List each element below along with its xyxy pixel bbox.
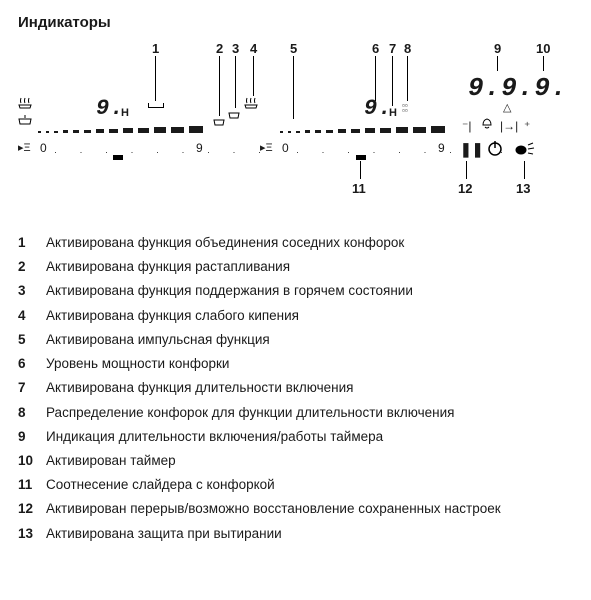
timer-step-icon: |→| (500, 119, 518, 133)
callout-4: 4 (250, 41, 257, 56)
legend-text: Активирован таймер (46, 452, 573, 470)
legend-num: 8 (18, 404, 46, 422)
legend-text: Распределение конфорок для функции длите… (46, 404, 573, 422)
callout-13: 13 (516, 181, 530, 196)
legend-text: Активирована импульсная функция (46, 331, 573, 349)
legend-num: 6 (18, 355, 46, 373)
legend-row: 9Индикация длительности включения/работы… (18, 428, 573, 446)
legend-row: 13Активирована защита при вытирании (18, 525, 573, 543)
callout-line (524, 161, 525, 179)
callout-3: 3 (232, 41, 239, 56)
legend-num: 12 (18, 500, 46, 518)
pause-icon: ❚❚ (460, 141, 483, 158)
legend-num: 7 (18, 379, 46, 397)
legend-row: 10Активирован таймер (18, 452, 573, 470)
legend-num: 11 (18, 476, 46, 494)
legend-row: 7Активирована функция длительности включ… (18, 379, 573, 397)
legend-row: 6Уровень мощности конфорки (18, 355, 573, 373)
legend-num: 5 (18, 331, 46, 349)
legend-num: 13 (18, 525, 46, 543)
legend-text: Активирована функция длительности включе… (46, 379, 573, 397)
bell-icon (480, 117, 494, 134)
page: Индикаторы 1 2 3 4 5 6 7 8 9 10 (0, 0, 591, 569)
callout-line (253, 56, 254, 96)
power-bar-right (280, 127, 440, 133)
legend-row: 8Распределение конфорок для функции длит… (18, 404, 573, 422)
legend-num: 1 (18, 234, 46, 252)
legend-row: 1Активирована функция объединения соседн… (18, 234, 573, 252)
callout-line (543, 56, 544, 71)
timer-display: 9.9.9. (468, 73, 568, 103)
legend-text: Индикация длительности включения/работы … (46, 428, 573, 446)
legend-list: 1Активирована функция объединения соседн… (18, 234, 573, 543)
scale-0: 0 (282, 141, 289, 155)
callout-12: 12 (458, 181, 472, 196)
callout-5: 5 (290, 41, 297, 56)
callout-line (466, 161, 467, 179)
legend-row: 11Соотнесение слайдера с конфоркой (18, 476, 573, 494)
callout-line (360, 161, 361, 179)
power-bar-left (38, 127, 198, 133)
callout-10: 10 (536, 41, 550, 56)
legend-text: Активирована функция слабого кипения (46, 307, 573, 325)
legend-num: 4 (18, 307, 46, 325)
legend-num: 10 (18, 452, 46, 470)
scale-0: 0 (40, 141, 47, 155)
bell-small-icon: △ (503, 101, 511, 114)
callout-line (375, 56, 376, 101)
callout-line (497, 56, 498, 71)
callout-line (293, 56, 294, 119)
slider-mark-left (113, 155, 123, 160)
slider-mark-right (356, 155, 366, 160)
heat-icon (18, 97, 34, 114)
plus-icon: ⁺ (524, 119, 530, 133)
callout-line (155, 56, 156, 101)
legend-num: 3 (18, 282, 46, 300)
legend-num: 9 (18, 428, 46, 446)
callout-line (219, 56, 220, 116)
heat-icon (18, 115, 34, 130)
keep-warm-icon (228, 109, 242, 124)
callout-7: 7 (389, 41, 396, 56)
section-title: Индикаторы (18, 14, 573, 31)
callout-6: 6 (372, 41, 379, 56)
scale-dots: · · · · · · · · · (54, 147, 271, 157)
callout-line (407, 56, 408, 101)
legend-text: Соотнесение слайдера с конфоркой (46, 476, 573, 494)
legend-text: Активирована защита при вытирании (46, 525, 573, 543)
legend-text: Активирована функция растапливания (46, 258, 573, 276)
callout-line (235, 56, 236, 108)
callout-8: 8 (404, 41, 411, 56)
zone-right-h: H (389, 107, 397, 119)
legend-text: Активирован перерыв/возможно восстановле… (46, 500, 573, 518)
legend-row: 2Активирована функция растапливания (18, 258, 573, 276)
zone-left-h: H (121, 107, 129, 119)
callout-11: 11 (352, 181, 366, 196)
distribution-icon: ▫▫▫▫ (402, 103, 408, 113)
melt-icon (213, 117, 227, 131)
slider-arrow-icon: ▸Ξ (18, 141, 31, 154)
low-boil-icon (244, 97, 260, 114)
minus-icon: ⁻| (462, 119, 471, 133)
legend-text: Активирована функция поддержания в горяч… (46, 282, 573, 300)
callout-9: 9 (494, 41, 501, 56)
power-icon (486, 139, 504, 160)
link-zones-icon (148, 103, 164, 108)
legend-text: Активирована функция объединения соседни… (46, 234, 573, 252)
legend-row: 12Активирован перерыв/возможно восстанов… (18, 500, 573, 518)
callout-2: 2 (216, 41, 223, 56)
legend-row: 4Активирована функция слабого кипения (18, 307, 573, 325)
legend-text: Уровень мощности конфорки (46, 355, 573, 373)
wipe-lock-icon (514, 141, 536, 160)
callout-1: 1 (152, 41, 159, 56)
legend-num: 2 (18, 258, 46, 276)
indicator-diagram: 1 2 3 4 5 6 7 8 9 10 9. H (18, 41, 573, 216)
legend-row: 5Активирована импульсная функция (18, 331, 573, 349)
legend-row: 3Активирована функция поддержания в горя… (18, 282, 573, 300)
slider-arrow-icon: ▸Ξ (260, 141, 273, 154)
